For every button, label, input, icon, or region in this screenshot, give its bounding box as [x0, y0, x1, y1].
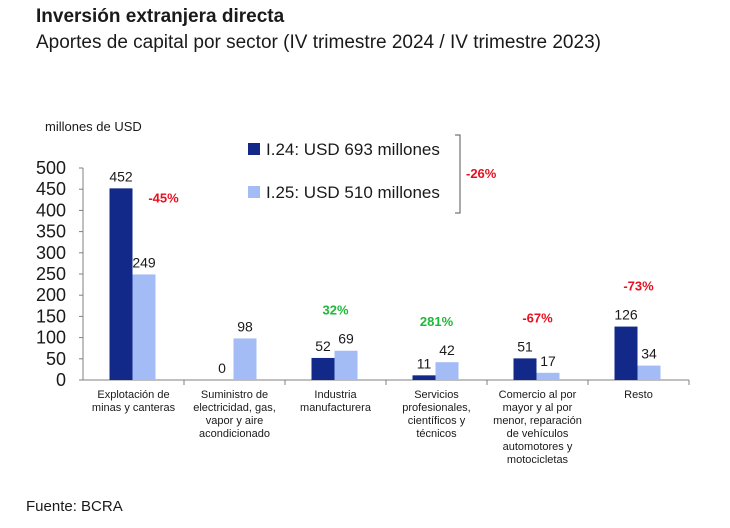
y-tick-label: 100	[36, 328, 66, 348]
data-label-2025: 42	[439, 342, 455, 358]
x-category-label: Industria manufacturera	[300, 389, 372, 414]
chart-title: Inversión extranjera directa	[36, 6, 285, 27]
bar-2024	[614, 326, 638, 380]
change-label: -73%	[623, 279, 654, 294]
bar-2025	[233, 338, 257, 380]
x-category-label: Suministro de electricidad, gas, vapor y a…	[193, 389, 276, 440]
data-label-2024: 126	[614, 307, 638, 323]
data-label-2024: 51	[517, 338, 533, 354]
y-axis-label: millones de USD	[45, 119, 142, 134]
data-label-2025: 69	[338, 331, 354, 347]
x-category-label: Resto	[624, 389, 653, 401]
change-label: -67%	[522, 310, 553, 325]
bar-2024	[311, 357, 335, 380]
x-category-label: Servicios profesionales, científicos y técn…	[402, 389, 471, 440]
y-tick-label: 300	[36, 243, 66, 263]
x-category-label: Explotación de minas y canteras	[92, 389, 176, 414]
legend-entry: I.24: USD 693 millones	[266, 140, 440, 159]
chart-subtitle: Aportes de capital por sector (IV trimes…	[36, 32, 601, 53]
data-label-2024: 452	[109, 168, 133, 184]
data-label-2025: 249	[132, 254, 156, 270]
bar-2025	[637, 365, 661, 380]
y-tick-label: 50	[46, 349, 66, 369]
change-label: -45%	[148, 190, 179, 205]
y-tick-label: 400	[36, 200, 66, 220]
data-label-2025: 17	[540, 353, 556, 369]
data-label-2025: 34	[641, 346, 657, 362]
y-tick-label: 150	[36, 306, 66, 326]
bar-chart: millones de USD 050100150200250300350400…	[36, 119, 690, 466]
data-label-2024: 0	[218, 360, 226, 376]
change-label: 32%	[322, 303, 348, 318]
bar-2025	[132, 274, 156, 380]
bar-2024	[513, 358, 537, 380]
y-tick-label: 0	[56, 370, 66, 390]
y-tick-label: 450	[36, 179, 66, 199]
legend-entry: I.25: USD 510 millones	[266, 183, 440, 202]
bar-2024	[412, 375, 436, 380]
y-tick-label: 350	[36, 222, 66, 242]
change-label: 281%	[420, 314, 454, 329]
legend-bracket	[455, 134, 461, 214]
bar-2025	[334, 350, 358, 380]
source-note: Fuente: BCRA	[26, 498, 123, 515]
y-tick-label: 500	[36, 158, 66, 178]
bar-2024	[109, 188, 133, 380]
bar-2025	[536, 372, 560, 380]
total-change-label: -26%	[466, 166, 497, 181]
legend-swatch	[248, 186, 260, 198]
data-label-2024: 11	[417, 355, 432, 371]
x-category-label: Comercio al por mayor y al por menor, repa…	[493, 389, 582, 466]
legend-swatch	[248, 143, 260, 155]
y-tick-label: 200	[36, 285, 66, 305]
data-label-2024: 52	[315, 338, 331, 354]
bar-2025	[435, 362, 459, 380]
data-label-2025: 98	[237, 318, 253, 334]
y-tick-label: 250	[36, 264, 66, 284]
